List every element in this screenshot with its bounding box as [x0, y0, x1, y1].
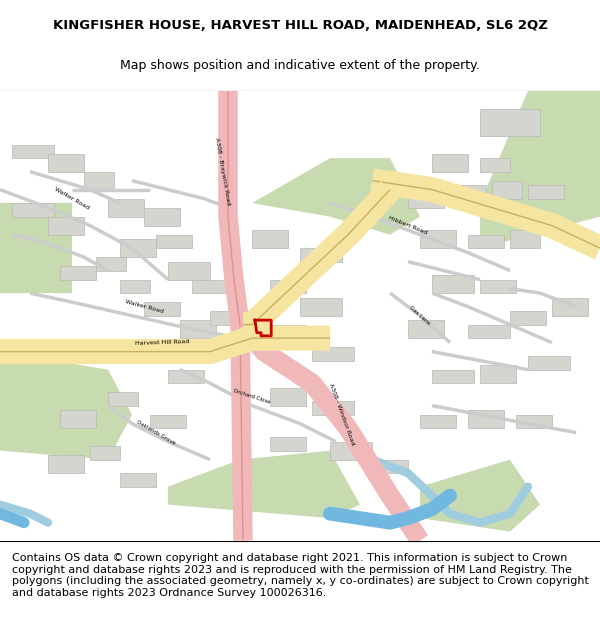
Bar	[468, 410, 504, 428]
Bar	[408, 320, 444, 338]
Bar	[480, 109, 540, 136]
Text: Gas Lane: Gas Lane	[409, 305, 431, 326]
Bar	[468, 324, 510, 338]
Bar	[312, 347, 354, 361]
Bar	[270, 324, 306, 338]
Bar	[528, 356, 570, 369]
Bar	[90, 446, 120, 459]
Bar	[492, 181, 522, 199]
Bar	[510, 230, 540, 248]
Bar	[420, 414, 456, 428]
Text: Contains OS data © Crown copyright and database right 2021. This information is : Contains OS data © Crown copyright and d…	[12, 553, 589, 598]
Bar	[552, 298, 588, 316]
Text: A308 - Windsor Road: A308 - Windsor Road	[328, 383, 356, 446]
Bar	[120, 473, 156, 487]
Bar	[48, 154, 84, 172]
Bar	[372, 459, 408, 473]
Bar	[510, 311, 546, 324]
Polygon shape	[0, 352, 132, 459]
Bar	[84, 172, 114, 189]
Bar	[96, 257, 126, 271]
Bar	[270, 279, 306, 293]
Bar	[60, 266, 96, 279]
Bar	[480, 365, 516, 383]
Bar	[270, 388, 306, 406]
Bar	[408, 189, 444, 208]
Bar	[12, 144, 54, 158]
Text: Oaklands Grove: Oaklands Grove	[136, 419, 176, 446]
Bar	[432, 275, 474, 293]
Bar	[168, 262, 210, 279]
Bar	[420, 230, 456, 248]
Polygon shape	[168, 451, 360, 518]
Text: KINGFISHER HOUSE, HARVEST HILL ROAD, MAIDENHEAD, SL6 2QZ: KINGFISHER HOUSE, HARVEST HILL ROAD, MAI…	[53, 19, 547, 32]
Bar	[60, 410, 96, 428]
Polygon shape	[480, 91, 600, 248]
Bar	[192, 279, 228, 293]
Bar	[270, 437, 306, 451]
Bar	[432, 154, 468, 172]
Bar	[516, 414, 552, 428]
Bar	[330, 442, 372, 459]
Bar	[144, 302, 180, 316]
Bar	[300, 248, 342, 262]
Bar	[480, 279, 516, 293]
Text: Walker Road: Walker Road	[124, 299, 164, 314]
Bar	[48, 455, 84, 473]
Polygon shape	[252, 158, 420, 234]
Bar	[12, 203, 54, 217]
Bar	[528, 185, 564, 199]
Bar	[252, 230, 288, 248]
Text: Hibbert Road: Hibbert Road	[388, 216, 428, 236]
Bar	[432, 369, 474, 383]
Text: Harvest Hill Road: Harvest Hill Road	[135, 339, 189, 346]
Bar	[312, 401, 354, 414]
Text: Orchard Close: Orchard Close	[233, 388, 271, 405]
Bar	[144, 208, 180, 226]
Bar	[132, 347, 162, 361]
Bar	[120, 239, 156, 257]
Polygon shape	[0, 203, 72, 293]
Bar	[300, 298, 342, 316]
Bar	[210, 311, 252, 324]
Bar	[108, 199, 144, 217]
Bar	[480, 158, 510, 172]
Polygon shape	[420, 459, 540, 532]
Bar	[156, 234, 192, 248]
Text: Walker Road: Walker Road	[54, 187, 90, 211]
Bar	[108, 392, 138, 406]
Bar	[48, 217, 84, 234]
Text: A308 - Braywick Road: A308 - Braywick Road	[214, 138, 230, 206]
Bar	[120, 279, 150, 293]
Text: Map shows position and indicative extent of the property.: Map shows position and indicative extent…	[120, 59, 480, 72]
Bar	[180, 320, 216, 338]
Bar	[168, 369, 204, 383]
Bar	[450, 185, 486, 199]
Bar	[468, 234, 504, 248]
Bar	[150, 414, 186, 428]
